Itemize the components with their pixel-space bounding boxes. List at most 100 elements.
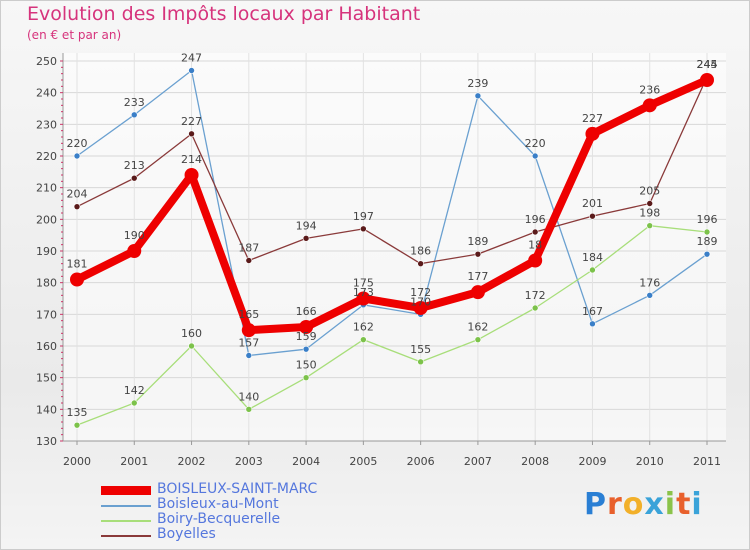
data-point-boiry-becquerelle-2011 [703,228,711,236]
y-axis-ticks: 130 140 150 160 170 180 190 200 210 220 230 240 250 [36,55,63,448]
data-label-boisleux-saint-marc-2000: 181 [67,258,88,271]
data-label-boisleux-au-mont-2004: 159 [296,330,317,343]
data-label-boisleux-au-mont-2007: 239 [467,77,488,90]
data-label-boyelles-2011: 245 [697,58,718,71]
chart-title: Evolution des Impôts locaux par Habitant [27,3,421,25]
y-tick-label-180: 180 [36,277,57,290]
chart-subtitle: (en € et par an) [27,28,122,42]
logo-letter: t [676,487,692,522]
data-point-boisleux-saint-marc-2011 [700,73,714,87]
data-point-boisleux-saint-marc-2008 [528,253,543,268]
proxiti-logo: Proxiti [584,487,703,523]
series-line-boisleux-au-mont [76,69,708,357]
data-point-boyelles-2007 [474,250,482,258]
data-label-boiry-becquerelle-2008: 172 [525,289,546,302]
line-chart: 130140150160170180190200210220230240250 … [36,52,726,468]
x-tick-label-2002: 2002 [178,455,206,468]
data-label-boiry-becquerelle-2000: 135 [67,406,88,419]
logo-letter: i [691,487,703,522]
data-point-boisleux-au-mont-2000 [73,152,81,160]
data-point-boyelles-2003 [245,257,253,264]
data-label-boisleux-au-mont-2011: 189 [697,235,718,248]
data-point-boiry-becquerelle-2006 [417,358,424,366]
legend-label: BOISLEUX-SAINT-MARC [157,481,318,497]
y-tick-label-130: 130 [36,435,57,448]
data-point-boyelles-2002 [188,130,195,138]
data-label-boyelles-2001: 213 [124,159,145,172]
y-tick-label-250: 250 [36,55,57,68]
data-point-boyelles-2010 [646,200,654,207]
y-tick-label-200: 200 [36,213,57,226]
data-point-boisleux-au-mont-2007 [474,92,482,100]
plot-area [63,53,726,441]
series-line-boisleux-saint-marc [73,76,711,335]
y-tick-label-220: 220 [36,150,57,163]
logo-letter: i [664,487,677,522]
data-point-boisleux-au-mont-2008 [531,152,539,160]
data-point-boiry-becquerelle-2010 [646,222,654,229]
data-point-boyelles-2009 [589,212,596,220]
data-label-boyelles-2009: 201 [582,197,603,210]
data-point-boyelles-2004 [302,235,310,242]
legend-swatch [101,504,151,507]
data-point-boiry-becquerelle-2003 [245,406,253,413]
data-point-boiry-becquerelle-2005 [360,336,367,343]
data-point-boiry-becquerelle-2004 [302,374,310,381]
data-point-boisleux-saint-marc-2004 [299,320,314,334]
data-point-boisleux-au-mont-2011 [703,250,711,258]
x-tick-label-2004: 2004 [292,455,320,468]
data-label-boisleux-saint-marc-2011: 244 [697,58,718,71]
data-label-boyelles-2007: 189 [467,235,488,248]
y-tick-label-240: 240 [36,87,57,100]
data-label-boiry-becquerelle-2002: 160 [181,327,202,340]
y-tick-label-230: 230 [36,118,57,131]
data-label-boisleux-au-mont-2003: 157 [238,337,259,350]
data-point-boiry-becquerelle-2002 [188,342,195,350]
data-label-boisleux-au-mont-2006: 170 [410,295,431,308]
data-label-boiry-becquerelle-2011: 196 [697,213,718,226]
data-point-boyelles-2000 [73,203,81,210]
data-label-boiry-becquerelle-2001: 142 [124,384,145,397]
data-label-boyelles-2005: 197 [353,210,374,223]
logo-letter: r [607,487,623,522]
data-point-boisleux-au-mont-2004 [302,345,310,353]
x-tick-label-2010: 2010 [636,455,664,468]
plot-background [63,53,726,441]
x-tick-label-2007: 2007 [464,455,492,468]
data-label-boyelles-2003: 187 [238,242,259,255]
data-label-boisleux-au-mont-2001: 233 [124,96,145,109]
data-point-boyelles-2001 [130,174,138,182]
data-label-boisleux-saint-marc-2008: 18 [528,239,542,252]
x-tick-label-2000: 2000 [63,455,91,468]
data-label-boiry-becquerelle-2010: 198 [639,207,660,220]
data-label-boisleux-saint-marc-2001: 190 [124,229,145,242]
data-label-boyelles-2004: 194 [296,219,317,232]
x-tick-label-2008: 2008 [521,455,549,468]
data-label-boisleux-saint-marc-2010: 236 [639,83,660,96]
data-point-boisleux-saint-marc-2009 [585,126,600,141]
series-group [70,67,714,429]
data-point-boiry-becquerelle-2001 [130,399,138,407]
data-point-boisleux-saint-marc-2002 [184,168,199,182]
data-label-boiry-becquerelle-2004: 150 [296,359,317,372]
y-tick-label-190: 190 [36,245,57,258]
data-label-boyelles-2000: 204 [67,188,88,201]
data-label-boisleux-saint-marc-2007: 177 [467,270,488,283]
y-tick-label-150: 150 [36,372,57,385]
data-point-boisleux-saint-marc-2007 [470,285,485,300]
series-line-boyelles [76,76,708,265]
data-point-boiry-becquerelle-2000 [73,421,81,429]
data-label-boiry-becquerelle-2007: 162 [467,321,488,334]
data-point-boisleux-saint-marc-2010 [642,98,657,113]
data-label-boyelles-2008: 196 [525,213,546,226]
legend-swatch [101,534,151,537]
data-label-boisleux-saint-marc-2003: 165 [238,308,259,321]
data-point-boisleux-saint-marc-2003 [241,323,256,338]
x-tick-label-2001: 2001 [120,455,148,468]
data-point-boisleux-saint-marc-2001 [127,244,142,258]
data-point-boisleux-saint-marc-2000 [70,272,84,287]
data-label-boisleux-saint-marc-2002: 214 [181,153,202,166]
data-label-boisleux-au-mont-2008: 220 [525,137,546,150]
data-label-boisleux-saint-marc-2009: 227 [582,112,603,125]
